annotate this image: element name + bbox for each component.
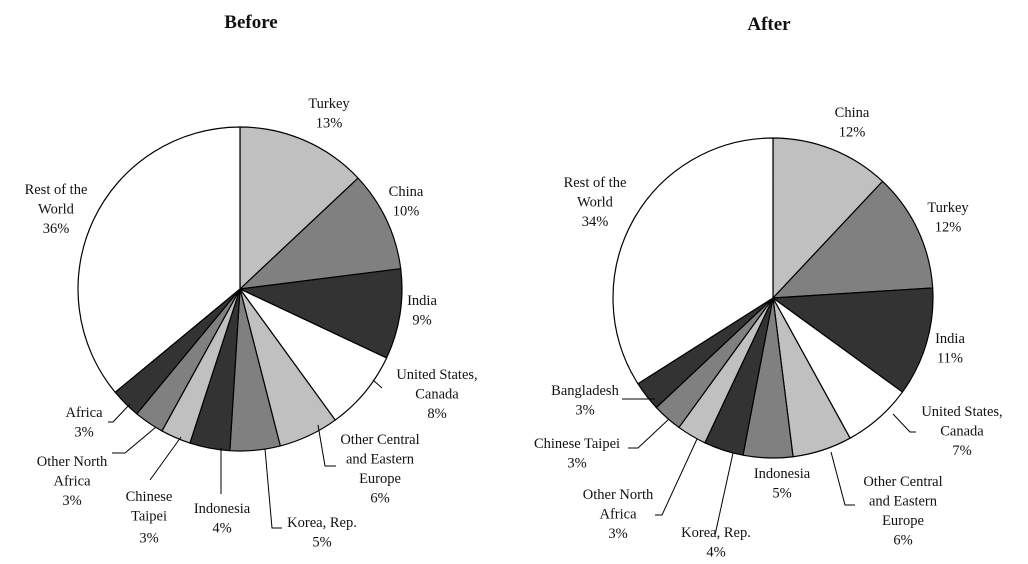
chart-title-before: Before xyxy=(224,12,277,33)
leader-line-chinese-taipei xyxy=(628,418,670,449)
leader-line-other-central-and-eastern-europe xyxy=(830,451,855,506)
pie-slice-rest-of-the-world xyxy=(612,137,774,385)
slice-value-africa: 3% xyxy=(74,425,93,441)
slice-label-other-central-and-eastern-europe: Other Central and Eastern Europe 6% xyxy=(863,474,942,549)
slice-value-other-north-africa: 3% xyxy=(62,493,81,509)
slice-value-bangladesh: 3% xyxy=(575,403,594,419)
pie-slice-china xyxy=(772,137,884,299)
slice-label-other-central-and-eastern-europe: Other Central and Eastern Europe 6% xyxy=(340,432,419,507)
slice-label-korea-rep: Korea, Rep. 4% xyxy=(681,525,751,561)
slice-value-korea-rep: 5% xyxy=(312,535,331,551)
slice-value-united-states-canada: 7% xyxy=(952,443,971,459)
pie-before: Turkey 13% China 10% India 9% United States, Ca… xyxy=(25,96,478,551)
pie-after: China 12% Turkey 12% India 11% United States, C… xyxy=(534,105,1003,561)
slice-label-africa: Africa 3% xyxy=(65,405,103,441)
pie-slice-turkey xyxy=(239,126,359,290)
slice-label-indonesia: Indonesia 5% xyxy=(754,466,811,502)
slice-value-chinese-taipei: 3% xyxy=(567,456,586,472)
slice-label-united-states-canada: United States, Canada 8% xyxy=(396,367,477,422)
slice-value-china: 10% xyxy=(393,204,420,220)
pie-slice-rest-of-the-world xyxy=(77,126,241,393)
leader-line-united-states-canada xyxy=(372,379,383,389)
slice-label-chinese-taipei: Chinese Taipei 3% xyxy=(126,489,173,547)
slice-value-other-north-africa: 3% xyxy=(608,526,627,542)
slice-label-korea-rep: Korea, Rep. 5% xyxy=(287,515,357,551)
leader-line-other-north-africa xyxy=(112,426,157,454)
slice-value-united-states-canada: 8% xyxy=(427,406,446,422)
slice-label-china: China 10% xyxy=(389,184,424,220)
leader-line-other-north-africa xyxy=(655,438,698,516)
leader-line-africa xyxy=(108,403,131,423)
leader-line-korea-rep xyxy=(264,448,282,529)
slice-label-rest-of-the-world: Rest of the World 34% xyxy=(564,175,627,230)
slice-value-turkey: 12% xyxy=(935,220,962,236)
slice-label-bangladesh: Bangladesh 3% xyxy=(551,383,619,419)
slice-value-indonesia: 4% xyxy=(212,521,231,537)
slice-label-turkey: Turkey 12% xyxy=(927,200,969,236)
slice-label-indonesia: Indonesia 4% xyxy=(194,501,251,537)
leader-line-korea-rep xyxy=(714,452,734,536)
pie-slice-china xyxy=(239,177,402,290)
leader-line-united-states-canada xyxy=(892,413,916,433)
pie-slice-turkey xyxy=(772,180,934,299)
slice-value-rest-of-the-world: 36% xyxy=(43,221,70,237)
slice-label-india: India 9% xyxy=(407,293,437,329)
slice-label-chinese-taipei: Chinese Taipei 3% xyxy=(534,436,620,472)
slice-value-chinese-taipei: 3% xyxy=(139,531,158,547)
pie-slice-india xyxy=(239,268,403,359)
slice-label-united-states-canada: United States, Canada 7% xyxy=(921,404,1002,459)
slice-value-china: 12% xyxy=(839,125,866,141)
slice-value-korea-rep: 4% xyxy=(706,545,725,561)
leader-line-other-central-and-eastern-europe xyxy=(317,424,336,467)
leader-line-chinese-taipei xyxy=(149,436,182,481)
slice-value-rest-of-the-world: 34% xyxy=(582,214,609,230)
pie-slice-india xyxy=(772,287,934,393)
slice-value-india: 9% xyxy=(412,313,431,329)
slice-label-china: China 12% xyxy=(835,105,870,141)
slice-label-other-north-africa: Other North Africa 3% xyxy=(37,454,108,509)
slice-label-rest-of-the-world: Rest of the World 36% xyxy=(25,182,88,237)
slice-label-india: India 11% xyxy=(935,331,965,367)
slice-value-other-central-and-eastern-europe: 6% xyxy=(893,533,912,549)
chart-title-after: After xyxy=(747,14,791,35)
slice-label-other-north-africa: Other North Africa 3% xyxy=(583,487,654,542)
slice-value-other-central-and-eastern-europe: 6% xyxy=(370,491,389,507)
slice-value-indonesia: 5% xyxy=(772,486,791,502)
slice-value-turkey: 13% xyxy=(316,116,343,132)
slice-label-turkey: Turkey 13% xyxy=(308,96,350,132)
slice-value-india: 11% xyxy=(937,351,963,367)
